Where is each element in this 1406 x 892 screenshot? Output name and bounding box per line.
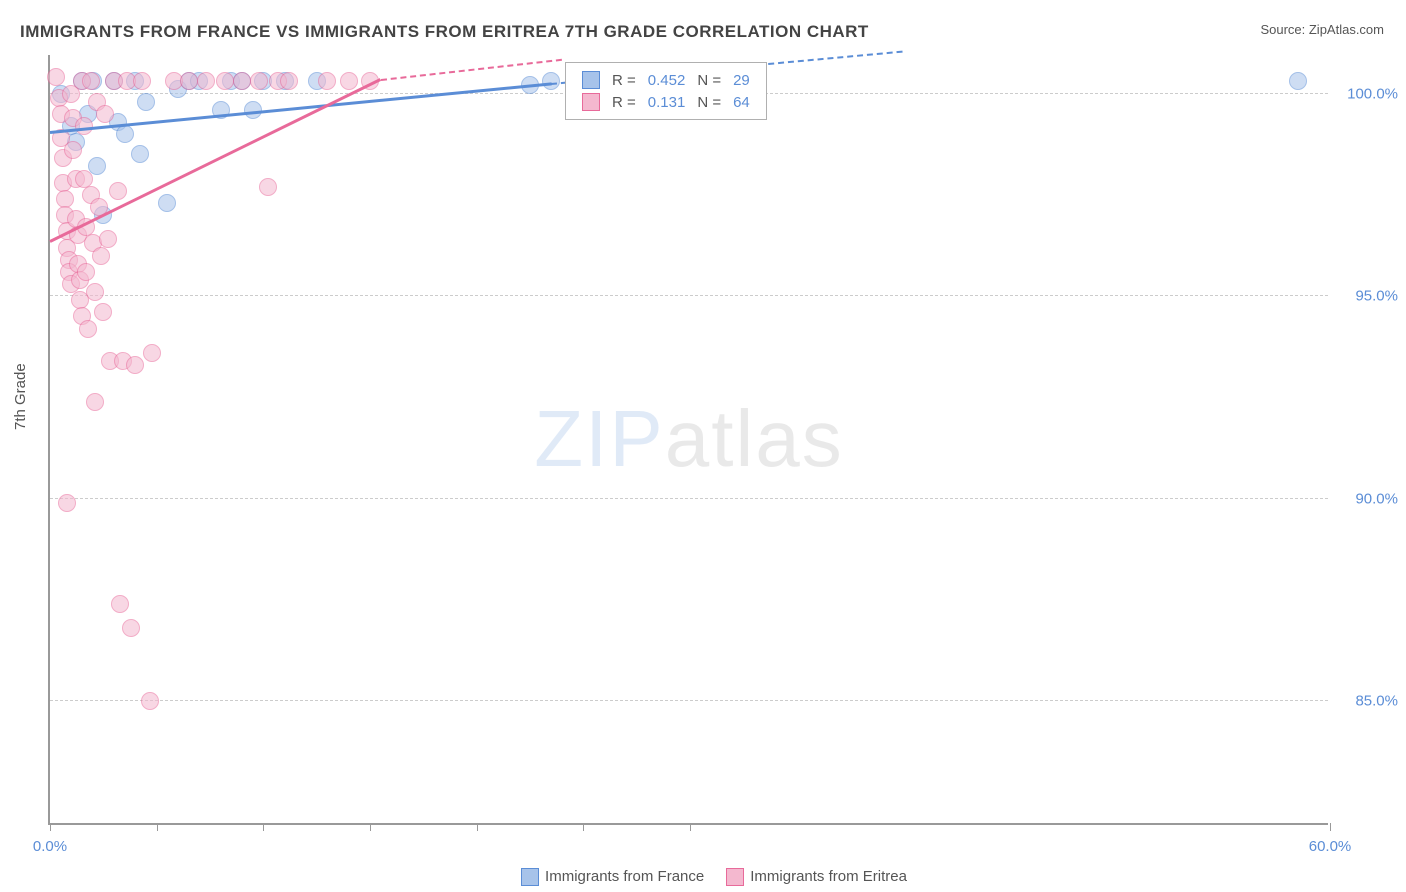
data-point-eritrea bbox=[99, 230, 117, 248]
data-point-france bbox=[137, 93, 155, 111]
data-point-eritrea bbox=[82, 72, 100, 90]
data-point-eritrea bbox=[318, 72, 336, 90]
data-point-eritrea bbox=[111, 595, 129, 613]
correlation-legend: R =0.452N =29R =0.131N =64 bbox=[565, 62, 767, 120]
data-point-eritrea bbox=[75, 117, 93, 135]
y-tick-label: 90.0% bbox=[1338, 490, 1398, 507]
data-point-france bbox=[158, 194, 176, 212]
x-tick bbox=[583, 823, 584, 831]
source-label: Source: bbox=[1260, 22, 1308, 37]
data-point-eritrea bbox=[280, 72, 298, 90]
data-point-eritrea bbox=[233, 72, 251, 90]
data-point-eritrea bbox=[143, 344, 161, 362]
x-tick bbox=[1330, 823, 1331, 831]
source-link[interactable]: ZipAtlas.com bbox=[1309, 22, 1384, 37]
legend-swatch-france bbox=[521, 868, 539, 886]
data-point-eritrea bbox=[47, 68, 65, 86]
data-point-eritrea bbox=[197, 72, 215, 90]
legend-row-france: R =0.452N =29 bbox=[576, 69, 756, 91]
scatter-plot-area: ZIPatlas 85.0%90.0%95.0%100.0%0.0%60.0% bbox=[48, 55, 1328, 825]
source-attribution: Source: ZipAtlas.com bbox=[1260, 22, 1384, 37]
gridline bbox=[50, 700, 1328, 701]
data-point-france bbox=[1289, 72, 1307, 90]
y-tick-label: 85.0% bbox=[1338, 693, 1398, 710]
x-tick-label: 60.0% bbox=[1309, 838, 1352, 855]
watermark-zip: ZIP bbox=[534, 394, 664, 483]
y-tick-label: 95.0% bbox=[1338, 288, 1398, 305]
x-tick bbox=[157, 823, 158, 831]
data-point-eritrea bbox=[133, 72, 151, 90]
data-point-eritrea bbox=[259, 178, 277, 196]
data-point-france bbox=[116, 125, 134, 143]
watermark-atlas: atlas bbox=[665, 394, 844, 483]
legend-row-eritrea: R =0.131N =64 bbox=[576, 91, 756, 113]
y-tick-label: 100.0% bbox=[1338, 85, 1398, 102]
gridline bbox=[50, 295, 1328, 296]
data-point-eritrea bbox=[92, 247, 110, 265]
data-point-eritrea bbox=[86, 393, 104, 411]
data-point-eritrea bbox=[126, 356, 144, 374]
data-point-eritrea bbox=[340, 72, 358, 90]
x-tick bbox=[690, 823, 691, 831]
data-point-eritrea bbox=[250, 72, 268, 90]
data-point-eritrea bbox=[64, 141, 82, 159]
x-tick bbox=[370, 823, 371, 831]
y-axis-label: 7th Grade bbox=[12, 363, 29, 430]
data-point-eritrea bbox=[94, 303, 112, 321]
data-point-france bbox=[131, 145, 149, 163]
data-point-eritrea bbox=[77, 263, 95, 281]
legend-label-eritrea: Immigrants from Eritrea bbox=[750, 868, 907, 885]
legend-label-france: Immigrants from France bbox=[545, 868, 704, 885]
chart-title: IMMIGRANTS FROM FRANCE VS IMMIGRANTS FRO… bbox=[20, 22, 869, 42]
data-point-eritrea bbox=[180, 72, 198, 90]
series-legend: Immigrants from France Immigrants from Er… bbox=[0, 868, 1406, 886]
x-tick bbox=[263, 823, 264, 831]
watermark: ZIPatlas bbox=[534, 393, 843, 485]
data-point-eritrea bbox=[86, 283, 104, 301]
data-point-eritrea bbox=[122, 619, 140, 637]
x-tick bbox=[50, 823, 51, 831]
data-point-eritrea bbox=[96, 105, 114, 123]
gridline bbox=[50, 498, 1328, 499]
data-point-eritrea bbox=[141, 692, 159, 710]
data-point-eritrea bbox=[216, 72, 234, 90]
data-point-eritrea bbox=[109, 182, 127, 200]
data-point-eritrea bbox=[79, 320, 97, 338]
data-point-eritrea bbox=[58, 494, 76, 512]
legend-swatch-eritrea bbox=[726, 868, 744, 886]
x-tick-label: 0.0% bbox=[33, 838, 67, 855]
legend-table: R =0.452N =29R =0.131N =64 bbox=[576, 69, 756, 113]
x-tick bbox=[477, 823, 478, 831]
